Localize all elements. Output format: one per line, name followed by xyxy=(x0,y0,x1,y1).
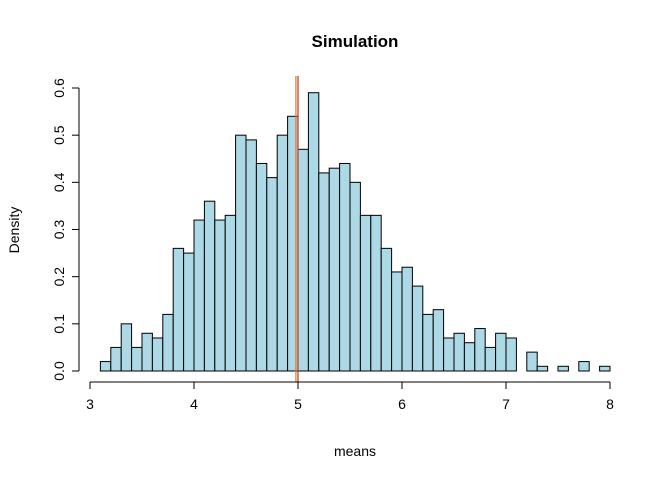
y-tick-label: 0.0 xyxy=(51,361,67,381)
histogram-bar xyxy=(380,247,393,372)
histogram-bar xyxy=(495,332,507,372)
histogram-bar xyxy=(131,346,143,372)
histogram-bar xyxy=(99,361,112,372)
y-tick-label: 0.2 xyxy=(51,267,67,287)
y-tick-label: 0.6 xyxy=(51,78,67,98)
histogram-bar xyxy=(318,172,330,372)
histogram-bar xyxy=(453,332,465,372)
histogram-bar xyxy=(349,181,361,372)
histogram-bar xyxy=(245,139,257,372)
y-axis-label: Density xyxy=(6,207,22,254)
x-tick-label: 8 xyxy=(606,396,614,412)
histogram-bar xyxy=(183,252,195,372)
histogram-bar xyxy=(526,351,538,372)
histogram-bar xyxy=(443,337,455,372)
x-tick-label: 7 xyxy=(502,396,510,412)
x-axis: 3 4 5 6 7 8 xyxy=(86,381,614,412)
histogram-bar xyxy=(484,346,497,372)
histogram-bar xyxy=(474,328,486,372)
y-axis: 0.0 0.1 0.2 0.3 0.4 0.5 0.6 xyxy=(51,78,80,381)
histogram-bar xyxy=(151,337,164,372)
histogram-bar xyxy=(110,346,122,372)
histogram-bar xyxy=(120,323,133,372)
y-tick-label: 0.5 xyxy=(51,125,67,145)
histogram-bar xyxy=(235,134,247,372)
y-tick-label: 0.4 xyxy=(51,172,67,192)
y-tick-label: 0.3 xyxy=(51,220,67,240)
histogram-bar xyxy=(193,219,205,372)
histogram-bar xyxy=(276,134,289,372)
histogram-bar xyxy=(359,214,372,372)
reference-lines xyxy=(295,76,299,382)
x-tick-label: 3 xyxy=(86,396,94,412)
histogram-bar xyxy=(391,271,403,372)
histogram-bar xyxy=(214,219,226,372)
histogram-bar xyxy=(172,247,185,372)
bars-group xyxy=(99,92,611,372)
histogram-bar xyxy=(599,365,611,372)
x-tick-label: 4 xyxy=(190,396,198,412)
histogram-bar xyxy=(505,337,517,372)
histogram-bar xyxy=(266,177,278,372)
y-tick-label: 0.1 xyxy=(51,314,67,334)
histogram-bar xyxy=(432,309,445,372)
chart-title: Simulation xyxy=(312,32,399,51)
histogram-bar xyxy=(422,313,434,372)
histogram-bar xyxy=(557,365,569,372)
histogram-bar xyxy=(307,92,320,372)
histogram-bar xyxy=(328,167,341,372)
x-axis-label: means xyxy=(334,443,376,459)
histogram-bar xyxy=(224,214,237,372)
histogram-bar xyxy=(162,313,174,372)
x-tick-label: 6 xyxy=(398,396,406,412)
histogram-bar xyxy=(255,162,268,372)
histogram-bar xyxy=(203,200,216,372)
histogram-bar xyxy=(297,148,309,372)
histogram-bar xyxy=(463,342,476,372)
histogram-bar xyxy=(578,361,590,372)
x-tick-label: 5 xyxy=(294,396,302,412)
histogram-bar xyxy=(536,365,549,372)
histogram-bar xyxy=(141,332,153,372)
histogram-bar xyxy=(339,162,351,372)
histogram-bar xyxy=(401,266,413,372)
histogram-bar xyxy=(411,285,424,372)
histogram-bar xyxy=(370,214,382,372)
